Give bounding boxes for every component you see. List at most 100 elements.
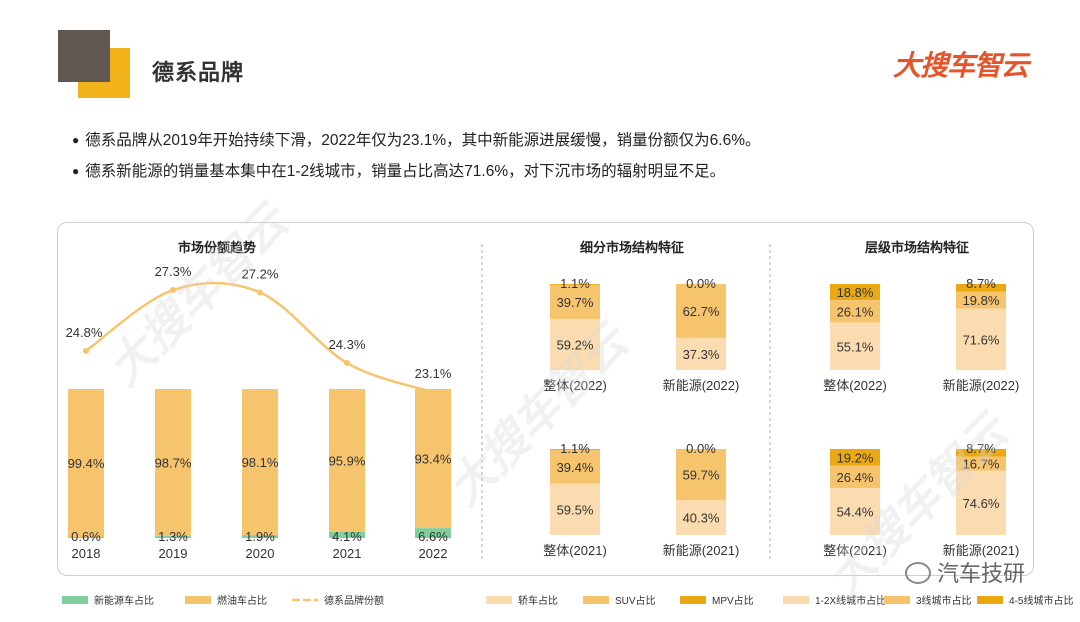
- stack-segment: [550, 449, 600, 484]
- share-point: [257, 289, 263, 296]
- fuel-bar: [415, 389, 451, 529]
- fuel-bar: [329, 389, 365, 532]
- segment-value-label: 54.4%: [837, 505, 874, 520]
- stack-segment: [550, 483, 600, 535]
- stack-segment: [830, 449, 880, 466]
- nev-value-label: 0.6%: [71, 529, 101, 544]
- segment-value-label: 40.3%: [683, 511, 720, 526]
- x-tick-label: 新能源(2021): [663, 543, 740, 558]
- legend-swatch: [783, 596, 809, 604]
- chart-panel: [57, 222, 1034, 576]
- x-tick-label: 新能源(2022): [663, 378, 740, 393]
- segment-value-label: 19.8%: [963, 293, 1000, 308]
- wechat-label: 汽车技研: [937, 561, 1026, 586]
- header-decor-dark-square: [58, 30, 110, 82]
- legend-label: SUV占比: [615, 594, 656, 607]
- nev-bar: [415, 528, 451, 538]
- stack-segment: [956, 291, 1006, 309]
- share-point: [344, 360, 350, 367]
- stack-segment: [830, 465, 880, 489]
- segment-value-label: 59.2%: [557, 338, 594, 353]
- segment-value-label: 0.0%: [686, 441, 716, 456]
- legend-label: 德系品牌份额: [324, 594, 384, 607]
- nev-bar: [155, 536, 191, 538]
- chart-title: 细分市场结构特征: [580, 240, 684, 255]
- legend-label: 3线城市占比: [916, 594, 972, 607]
- segment-value-label: 16.7%: [963, 457, 1000, 472]
- legend-swatch: [884, 596, 910, 604]
- nev-bar: [329, 531, 365, 538]
- legend-swatch: [486, 596, 512, 604]
- stack-segment: [956, 284, 1006, 292]
- nev-value-label: 1.3%: [158, 529, 188, 544]
- segment-value-label: 1.1%: [560, 276, 590, 291]
- stack-segment: [676, 337, 726, 370]
- wechat-badge: 汽车技研: [905, 556, 1025, 588]
- stack-segment: [830, 322, 880, 370]
- segment-value-label: 55.1%: [837, 339, 874, 354]
- page-title: 德系品牌: [152, 60, 245, 85]
- x-tick-label: 2022: [419, 546, 448, 561]
- segment-value-label: 71.6%: [963, 332, 1000, 347]
- fuel-bar: [155, 389, 191, 537]
- nev-bar: [242, 535, 278, 538]
- share-point: [170, 287, 176, 294]
- fuel-value-label: 98.7%: [155, 456, 192, 471]
- segment-value-label: 62.7%: [683, 304, 720, 319]
- fuel-value-label: 95.9%: [329, 453, 366, 468]
- stack-segment: [676, 449, 726, 501]
- segment-value-label: 26.1%: [837, 304, 874, 319]
- x-tick-label: 新能源(2021): [943, 543, 1020, 558]
- nev-value-label: 6.6%: [418, 529, 448, 544]
- stack-segment: [550, 284, 600, 285]
- share-point: [83, 347, 89, 354]
- legend-swatch: [977, 596, 1003, 604]
- stack-segment: [956, 449, 1006, 457]
- stack-segment: [830, 300, 880, 323]
- segment-value-label: 74.6%: [963, 496, 1000, 511]
- stack-segment: [956, 308, 1006, 371]
- legend-swatch: [583, 596, 609, 604]
- x-tick-label: 整体(2022): [543, 378, 607, 393]
- nev-value-label: 4.1%: [332, 529, 362, 544]
- stack-segment: [956, 470, 1006, 535]
- share-line: [85, 281, 434, 394]
- segment-value-label: 59.5%: [557, 502, 594, 517]
- legend-label: 4-5线城市占比: [1009, 594, 1073, 607]
- x-tick-label: 2018: [72, 546, 101, 561]
- nev-bar: [68, 537, 104, 538]
- stack-segment: [956, 456, 1006, 471]
- legend-label: MPV占比: [712, 594, 754, 607]
- stack-segment: [830, 488, 880, 535]
- segment-value-label: 37.3%: [683, 347, 720, 362]
- x-tick-label: 整体(2021): [543, 543, 607, 558]
- bullet-item: 德系新能源的销量基本集中在1-2线城市，销量占比高达71.6%，对下沉市场的辐射…: [72, 156, 761, 187]
- x-tick-label: 2020: [246, 546, 275, 561]
- share-value-label: 27.2%: [242, 266, 279, 281]
- segment-value-label: 0.0%: [686, 276, 716, 291]
- x-tick-label: 新能源(2022): [943, 378, 1020, 393]
- x-tick-label: 2021: [333, 546, 362, 561]
- share-value-label: 24.3%: [329, 337, 366, 352]
- segment-value-label: 1.1%: [560, 441, 590, 456]
- stack-segment: [550, 284, 600, 320]
- bullet-item: 德系品牌从2019年开始持续下滑，2022年仅为23.1%，其中新能源进展缓慢，…: [72, 125, 760, 156]
- fuel-value-label: 99.4%: [68, 456, 105, 471]
- segment-value-label: 39.7%: [557, 295, 594, 310]
- share-value-label: 27.3%: [155, 264, 192, 279]
- brand-logo: 大搜车智云: [893, 50, 1029, 81]
- stack-segment: [676, 500, 726, 535]
- segment-value-label: 26.4%: [837, 470, 874, 485]
- segment-value-label: 39.4%: [557, 460, 594, 475]
- legend-label: 轿车占比: [518, 594, 558, 607]
- stack-segment: [676, 284, 726, 338]
- segment-value-label: 18.8%: [837, 285, 874, 300]
- chart-title: 市场份额趋势: [178, 240, 256, 255]
- segment-value-label: 8.7%: [966, 441, 996, 456]
- legend-label: 燃油车占比: [217, 594, 267, 607]
- x-tick-label: 整体(2021): [823, 543, 887, 558]
- legend-label: 新能源车占比: [94, 594, 154, 607]
- fuel-bar: [242, 389, 278, 536]
- fuel-value-label: 98.1%: [242, 455, 279, 470]
